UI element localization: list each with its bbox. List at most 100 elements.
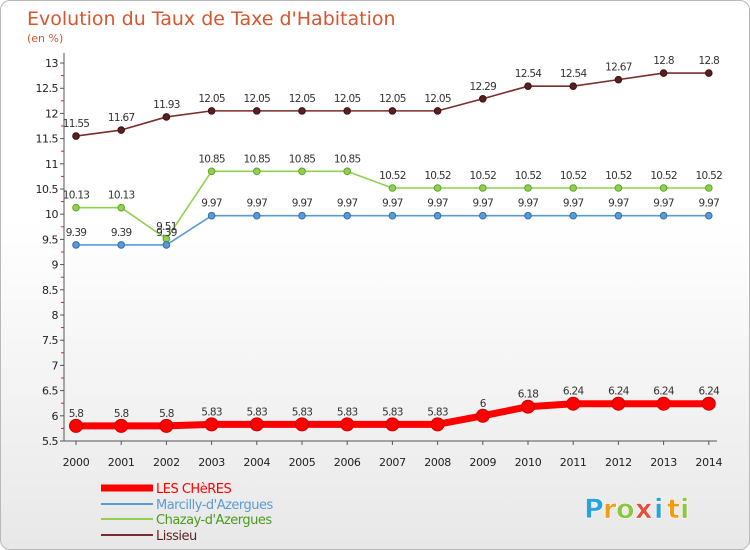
y-tick-label: 6 [52,410,59,423]
series-point-3 [659,69,668,77]
data-label-2: 10.52 [605,170,632,182]
data-label-1: 9.39 [156,227,177,239]
data-label-0: 6.24 [653,386,675,398]
data-label-0: 5.83 [427,406,448,418]
y-tick-label: 9.5 [42,233,58,246]
series-point-2 [433,184,442,192]
data-label-0: 5.83 [382,406,403,418]
data-label-3: 11.93 [153,99,180,111]
series-point-2 [343,167,352,176]
data-label-3: 12.8 [653,55,674,67]
series-point-2 [479,184,487,192]
x-tick-label: 2004 [243,456,270,469]
data-label-2: 10.13 [63,190,90,202]
logo-letter: P [584,494,605,525]
data-label-1: 9.97 [608,198,629,210]
data-label-3: 11.55 [63,118,90,130]
data-label-3: 12.29 [470,81,497,93]
series-point-3 [614,75,623,84]
y-tick-label: 9 [52,259,59,272]
logo-letter: r [603,494,617,525]
x-tick-label: 2007 [379,456,406,469]
series-point-0 [159,418,174,433]
logo-letter: i [654,494,664,525]
y-tick-label: 8.5 [42,284,58,297]
series-point-3 [117,126,125,134]
data-label-1: 9.97 [382,198,403,210]
x-tick-label: 2000 [63,456,90,469]
series-point-0 [701,396,716,411]
data-label-0: 6.24 [563,386,585,398]
data-label-1: 9.39 [111,227,132,239]
data-label-1: 9.97 [563,198,584,210]
legend-entry: Marcilly-d'Azergues [156,498,274,513]
x-tick-label: 2002 [153,456,180,469]
series-point-1 [253,211,261,220]
x-tick-label: 2008 [424,456,451,469]
series-point-1 [343,211,352,220]
chart-title: Evolution du Taux de Taxe d'Habitation [27,8,396,30]
series-point-3 [524,82,532,90]
legend-entry: Lissieu [156,529,197,544]
data-label-1: 9.39 [66,227,87,239]
x-tick-label: 2012 [605,456,632,469]
y-tick-label: 12.5 [36,82,59,95]
series-point-1 [479,211,487,220]
x-tick-label: 2003 [198,456,225,469]
y-tick-label: 5.5 [42,435,58,448]
data-label-0: 5.83 [201,406,222,418]
data-label-3: 12.67 [605,62,632,74]
series-point-1 [388,211,397,220]
data-label-2: 9.51 [156,221,177,233]
data-label-3: 12.8 [699,55,720,67]
data-label-1: 9.97 [201,198,222,210]
data-label-0: 6 [480,398,487,410]
logo-letter: i [680,494,690,525]
y-tick-label: 6.5 [42,385,58,398]
data-label-1: 9.97 [292,198,313,210]
axes: 5.5 6 6.5 7 7.5 8 8.5 9 9.5 10 10.5 11 11.5 12 12.5 13 2… [36,53,723,469]
data-label-2: 10.85 [289,153,316,165]
x-tick-label: 2005 [289,456,316,469]
series-point-0 [295,417,309,432]
data-label-3: 11.67 [108,112,135,124]
data-label-2: 10.85 [334,153,361,165]
data-label-2: 10.52 [560,170,587,182]
y-tick-label: 7 [52,359,59,372]
data-label-3: 12.05 [244,93,271,105]
data-label-1: 9.97 [427,198,448,210]
data-label-1: 9.97 [247,198,268,210]
series-point-3 [479,94,487,103]
series-point-2 [253,167,261,176]
series-point-3 [162,113,171,121]
series-point-3 [388,107,397,115]
x-tick-label: 2001 [108,456,135,469]
y-tick-label: 11.5 [36,133,59,146]
series-point-0 [385,417,400,432]
data-label-0: 5.83 [337,406,358,418]
series-point-1 [614,211,623,220]
series-point-1 [117,241,125,249]
series-point-1 [659,211,668,220]
y-tick-label: 8 [52,309,59,322]
series-point-0 [69,418,83,433]
series-point-2 [659,184,668,192]
y-tick-label: 11 [45,158,58,171]
series-point-0 [249,417,264,432]
data-label-2: 10.85 [244,153,271,165]
series-point-2 [207,167,216,176]
data-label-2: 10.85 [198,153,225,165]
series-point-3 [207,107,216,115]
series-point-3 [343,107,352,115]
series-point-0 [340,417,355,432]
data-label-3: 12.05 [424,93,451,105]
series-point-2 [388,184,397,192]
data-label-0: 5.83 [292,406,313,418]
series-point-2 [72,203,80,212]
logo-letter: o [616,494,636,525]
data-label-3: 12.05 [334,93,361,105]
data-label-1: 9.97 [473,198,494,210]
x-tick-label: 2013 [650,456,677,469]
series-point-3 [705,69,713,77]
